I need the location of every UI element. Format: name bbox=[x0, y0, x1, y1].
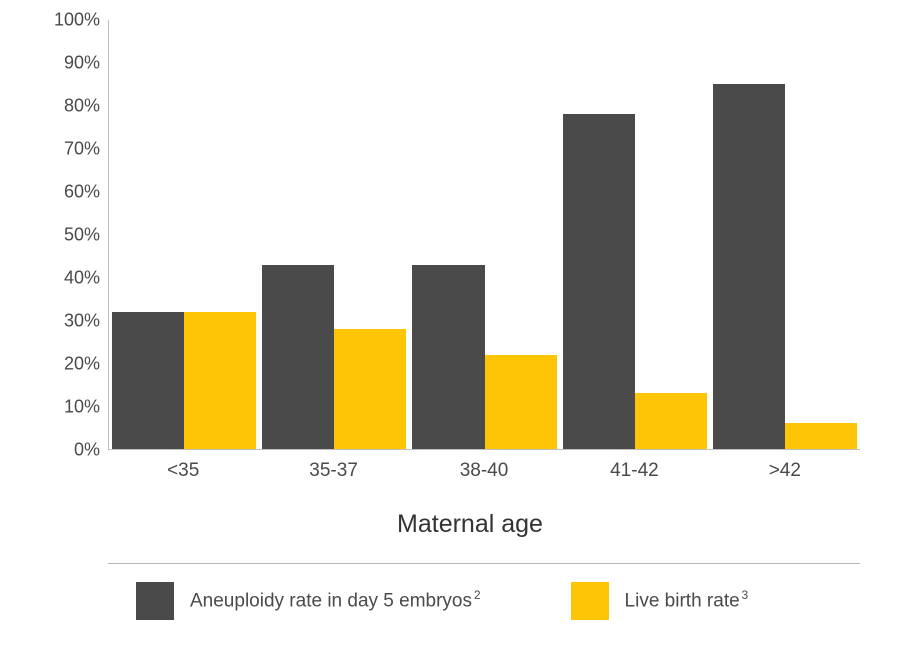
bar-groups bbox=[109, 20, 860, 449]
legend-swatch bbox=[136, 582, 174, 620]
plot-area bbox=[108, 20, 860, 450]
y-tick-label: 100% bbox=[54, 10, 100, 31]
legend-item-live_birth: Live birth rate3 bbox=[571, 582, 749, 620]
x-tick-label: <35 bbox=[108, 450, 258, 482]
x-tick-label: >42 bbox=[710, 450, 860, 482]
y-tick-label: 90% bbox=[64, 53, 100, 74]
y-tick-label: 60% bbox=[64, 182, 100, 203]
bar-group bbox=[259, 20, 409, 449]
y-tick-label: 10% bbox=[64, 397, 100, 418]
y-axis: 0%10%20%30%40%50%60%70%80%90%100% bbox=[50, 20, 108, 450]
bar-live_birth bbox=[635, 393, 707, 449]
bar-aneuploidy bbox=[412, 265, 484, 449]
legend: Aneuploidy rate in day 5 embryos2 Live bi… bbox=[108, 563, 860, 620]
plot: 0%10%20%30%40%50%60%70%80%90%100% bbox=[50, 20, 860, 450]
bar-group bbox=[109, 20, 259, 449]
y-tick-label: 40% bbox=[64, 268, 100, 289]
legend-label: Live birth rate3 bbox=[625, 589, 749, 612]
bar-group bbox=[710, 20, 860, 449]
bar-live_birth bbox=[184, 312, 256, 449]
y-tick-label: 70% bbox=[64, 139, 100, 160]
x-tick-label: 38-40 bbox=[409, 450, 559, 482]
legend-label: Aneuploidy rate in day 5 embryos2 bbox=[190, 589, 481, 612]
bar-group bbox=[409, 20, 559, 449]
x-tick-label: 41-42 bbox=[559, 450, 709, 482]
bar-group bbox=[560, 20, 710, 449]
bar-aneuploidy bbox=[262, 265, 334, 449]
x-axis: <3535-3738-4041-42>42 bbox=[108, 450, 860, 482]
bar-live_birth bbox=[485, 355, 557, 449]
x-axis-title: Maternal age bbox=[80, 510, 860, 539]
bar-live_birth bbox=[334, 329, 406, 449]
y-tick-label: 0% bbox=[74, 440, 100, 461]
legend-item-aneuploidy: Aneuploidy rate in day 5 embryos2 bbox=[136, 582, 481, 620]
x-tick-label: 35-37 bbox=[258, 450, 408, 482]
bar-aneuploidy bbox=[713, 84, 785, 449]
y-tick-label: 50% bbox=[64, 225, 100, 246]
legend-superscript: 2 bbox=[474, 589, 481, 602]
bar-live_birth bbox=[785, 423, 857, 449]
y-tick-label: 20% bbox=[64, 354, 100, 375]
legend-swatch bbox=[571, 582, 609, 620]
y-tick-label: 30% bbox=[64, 311, 100, 332]
bar-aneuploidy bbox=[112, 312, 184, 449]
y-tick-label: 80% bbox=[64, 96, 100, 117]
legend-superscript: 3 bbox=[742, 589, 749, 602]
bar-aneuploidy bbox=[563, 114, 635, 449]
chart-container: 0%10%20%30%40%50%60%70%80%90%100% <3535-… bbox=[50, 20, 860, 620]
